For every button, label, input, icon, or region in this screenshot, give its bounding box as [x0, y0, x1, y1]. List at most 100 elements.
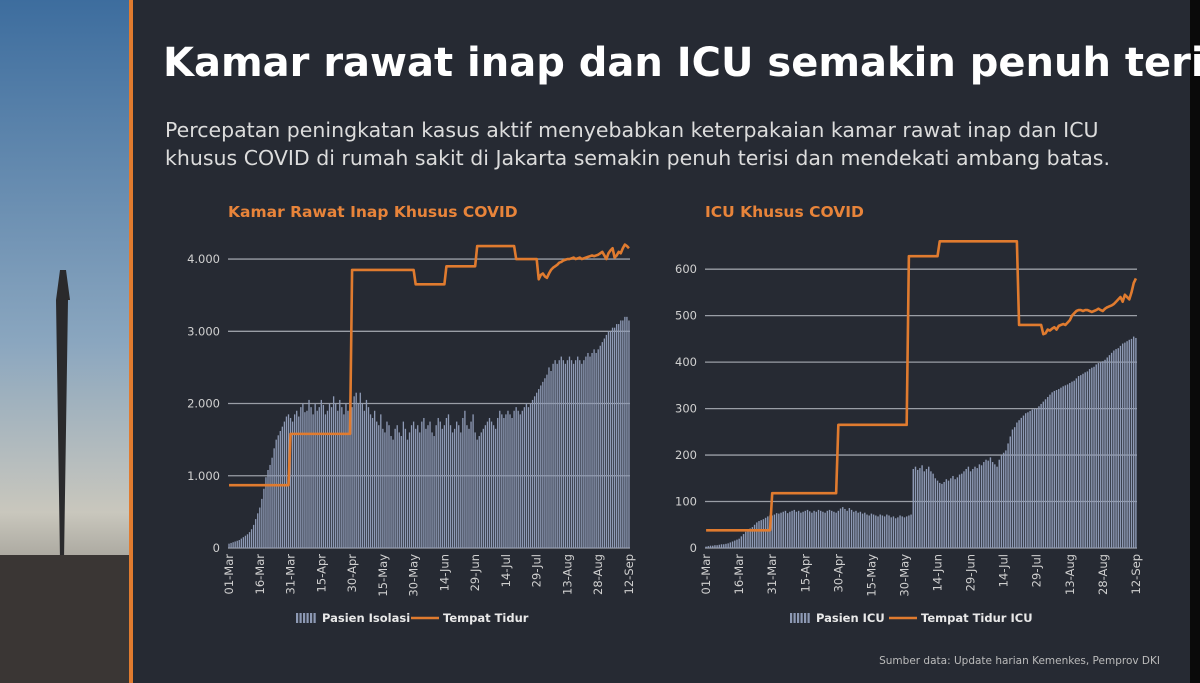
bar [1108, 355, 1111, 548]
bar [609, 331, 612, 548]
bar [599, 345, 601, 548]
bar [886, 514, 888, 548]
bar [1040, 403, 1042, 548]
bar [628, 320, 630, 548]
bar [941, 483, 943, 548]
bar [1036, 408, 1038, 548]
bar [339, 399, 341, 548]
bar [392, 439, 394, 548]
bar [1031, 409, 1034, 548]
bar [1042, 401, 1045, 548]
bar [947, 480, 950, 548]
bar [310, 407, 312, 548]
bar [958, 474, 961, 548]
source-note: Sumber data: Update harian Kemenkes, Pem… [879, 655, 1160, 667]
bar [474, 432, 476, 548]
bar [402, 421, 405, 548]
bar [572, 363, 575, 548]
bar [738, 538, 740, 548]
legend-swatch [303, 613, 306, 623]
bar [378, 425, 380, 548]
bar [468, 428, 470, 548]
bar [782, 511, 784, 548]
bar [914, 466, 917, 548]
bar [624, 316, 626, 548]
bar [1088, 369, 1091, 548]
bar [756, 522, 758, 548]
bar [618, 324, 620, 548]
bar [259, 507, 261, 548]
bar [824, 512, 826, 548]
bar [983, 462, 985, 548]
bar [956, 477, 959, 548]
bar [1110, 352, 1113, 548]
bar [363, 410, 366, 548]
bar [1080, 375, 1082, 548]
bar [910, 514, 912, 548]
bar [919, 468, 921, 548]
bar [1060, 387, 1062, 548]
bar [332, 396, 335, 548]
bar [337, 410, 339, 548]
bar [281, 426, 284, 548]
bar [472, 414, 474, 548]
bar [538, 389, 540, 548]
bar [355, 392, 357, 548]
bar [320, 399, 322, 548]
x-tick-label: 14-Jul [499, 554, 513, 587]
bar [423, 417, 425, 548]
bar [751, 527, 754, 548]
bar [601, 342, 603, 548]
bar [509, 414, 511, 548]
x-tick-label: 31-Mar [284, 554, 298, 595]
bar [1119, 345, 1122, 548]
bar [513, 410, 515, 548]
bar [490, 421, 493, 548]
bar [470, 421, 472, 548]
bar [466, 425, 468, 548]
legend-swatch [306, 613, 309, 623]
bar [1104, 359, 1106, 548]
x-tick-label: 30-May [897, 554, 911, 597]
bar [897, 517, 899, 548]
bar [388, 425, 390, 548]
y-tick-label: 300 [675, 402, 697, 416]
bar [318, 407, 320, 548]
bar [560, 356, 562, 548]
bar [1132, 336, 1135, 548]
bar [1029, 410, 1031, 548]
bar [449, 425, 452, 548]
bar [835, 512, 837, 548]
bar [464, 410, 466, 548]
x-tick-label: 14-Jun [931, 554, 945, 591]
bar [396, 425, 398, 548]
bar [720, 544, 723, 548]
x-tick-label: 15-May [376, 554, 390, 597]
bar [616, 324, 618, 548]
bar [568, 356, 571, 548]
bar [269, 464, 271, 548]
bar [607, 331, 610, 548]
bar [484, 425, 487, 548]
bar [727, 543, 729, 548]
x-tick-label: 31-Mar [765, 554, 779, 595]
bar [1121, 343, 1124, 548]
bar [349, 399, 351, 548]
bar [433, 436, 435, 548]
bar [429, 421, 431, 548]
y-tick-label: 400 [675, 355, 697, 369]
bar [1009, 436, 1011, 548]
bar [505, 414, 507, 548]
bar [492, 425, 495, 548]
x-tick-label: 30-Apr [345, 554, 359, 593]
bar [478, 436, 480, 548]
bar [291, 421, 294, 548]
bar [747, 529, 749, 548]
bar [519, 414, 521, 548]
bar [954, 479, 956, 548]
bar [1018, 420, 1020, 548]
bar [550, 371, 552, 548]
x-tick-label: 15-May [864, 554, 878, 597]
bar [359, 392, 361, 548]
